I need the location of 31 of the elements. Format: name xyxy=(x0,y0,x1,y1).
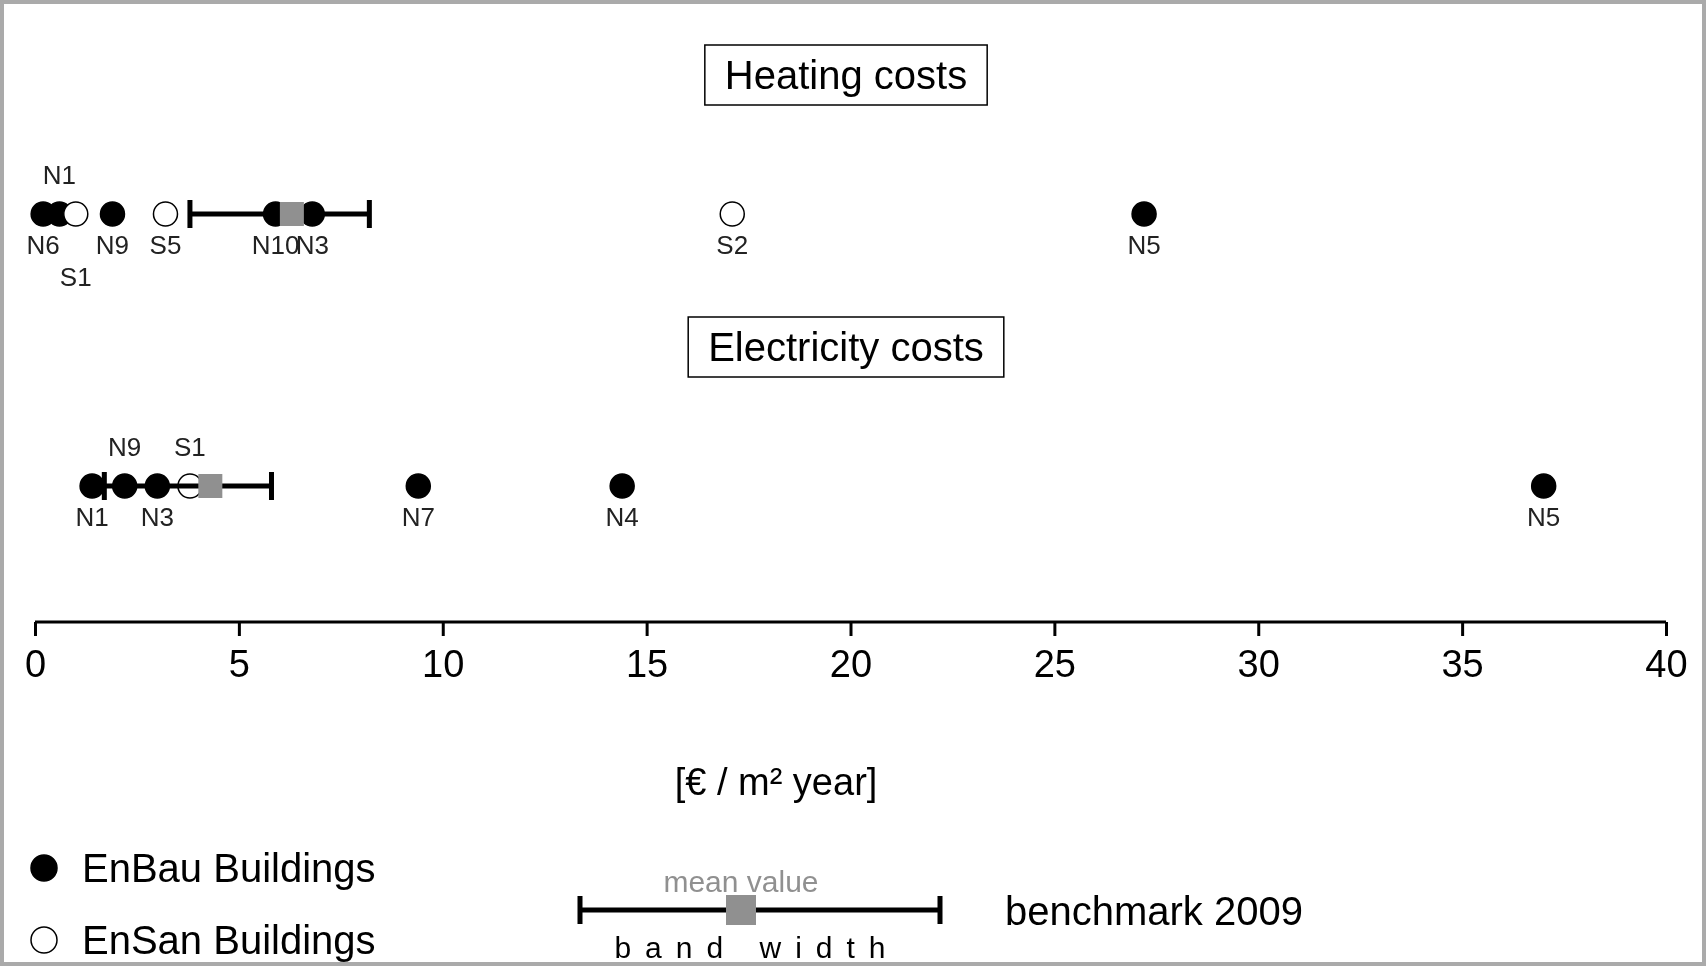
x-tick-label: 25 xyxy=(1033,642,1077,685)
data-label: N1 xyxy=(42,160,77,190)
x-tick-label: 0 xyxy=(24,642,47,685)
x-axis-title: [€ / m² year] xyxy=(674,761,878,803)
data-label: S1 xyxy=(59,262,92,292)
data-label: N9 xyxy=(95,230,130,260)
legend-label: EnBau Buildings xyxy=(82,846,376,890)
y-tick-label: Electricity costs xyxy=(708,325,984,369)
data-label: N5 xyxy=(1127,230,1161,260)
data-label: N4 xyxy=(605,502,639,532)
text: benchmark 2009 xyxy=(1005,889,1303,933)
x-tick-label: 40 xyxy=(1645,642,1688,685)
x-tick-label: 5 xyxy=(228,642,250,685)
data-label: N6 xyxy=(26,230,60,260)
data-label: N9 xyxy=(108,432,142,462)
data-label: S5 xyxy=(149,230,182,260)
data-label: S2 xyxy=(716,230,749,260)
x-tick-label: 15 xyxy=(625,642,669,685)
x-tick-label: 35 xyxy=(1441,642,1484,685)
x-tick-label: 30 xyxy=(1237,642,1280,685)
text: mean value xyxy=(663,865,819,898)
text: band width xyxy=(614,931,900,964)
x-tick-label: 20 xyxy=(829,642,873,685)
legend-label: EnSan Buildings xyxy=(82,918,376,962)
data-label: N7 xyxy=(401,502,435,532)
data-label: N5 xyxy=(1527,502,1561,532)
data-label: N3 xyxy=(140,502,174,532)
y-tick-label: Heating costs xyxy=(724,53,968,97)
data-label: N1 xyxy=(75,502,109,532)
data-label: S1 xyxy=(174,432,206,462)
x-tick-label: 10 xyxy=(422,642,465,685)
